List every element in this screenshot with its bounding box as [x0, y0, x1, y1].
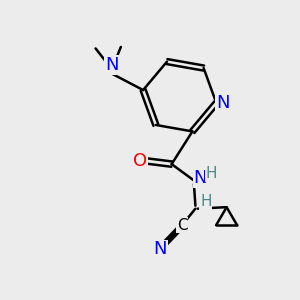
Text: N: N	[105, 56, 119, 74]
Text: O: O	[134, 152, 148, 170]
Text: H: H	[206, 167, 218, 182]
Text: N: N	[194, 169, 207, 187]
Text: H: H	[200, 194, 212, 209]
Text: N: N	[216, 94, 230, 112]
Text: C: C	[177, 218, 187, 232]
Text: N: N	[154, 240, 167, 258]
